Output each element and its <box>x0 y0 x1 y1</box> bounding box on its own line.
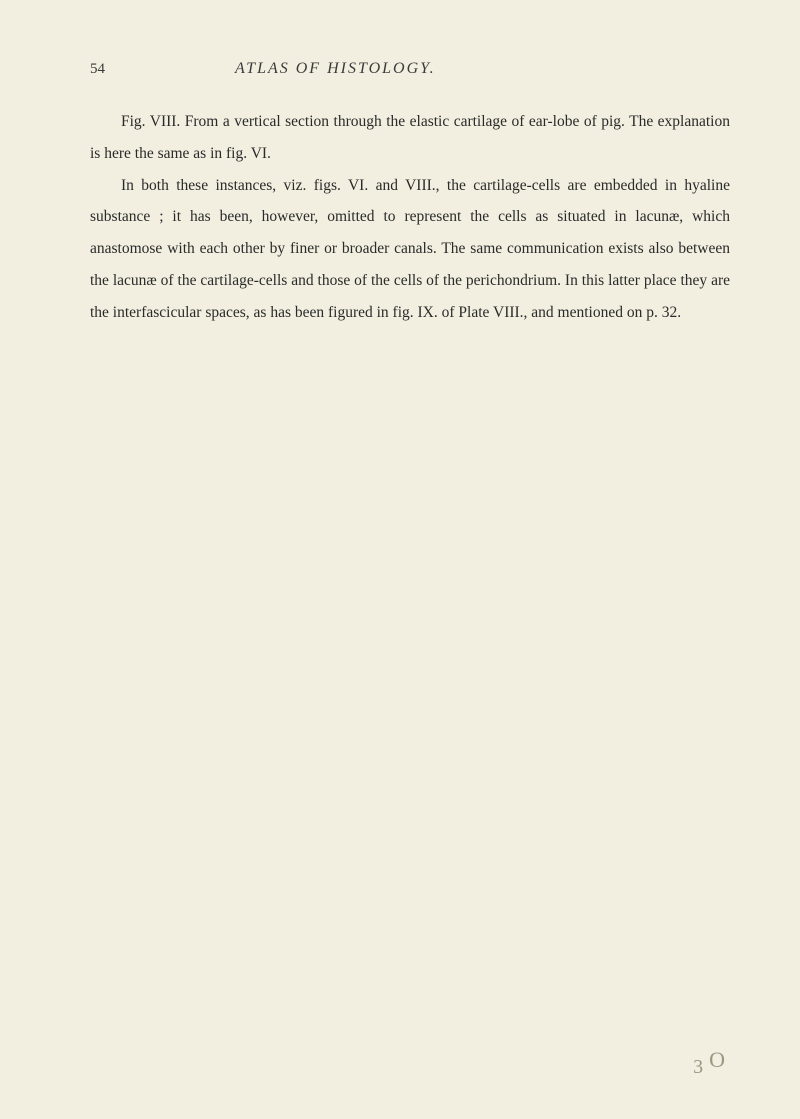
mark-left: 3 <box>693 1056 703 1078</box>
bottom-mark: 3O <box>693 1047 725 1079</box>
body-text: Fig. VIII. From a vertical section throu… <box>90 106 730 328</box>
paragraph-1: Fig. VIII. From a vertical section throu… <box>90 106 730 170</box>
running-title: ATLAS OF HISTOLOGY. <box>235 60 436 78</box>
page-number: 54 <box>90 61 105 78</box>
mark-right: O <box>709 1047 725 1072</box>
page-header: 54 ATLAS OF HISTOLOGY. <box>90 60 730 78</box>
paragraph-2: In both these instances, viz. figs. VI. … <box>90 170 730 329</box>
